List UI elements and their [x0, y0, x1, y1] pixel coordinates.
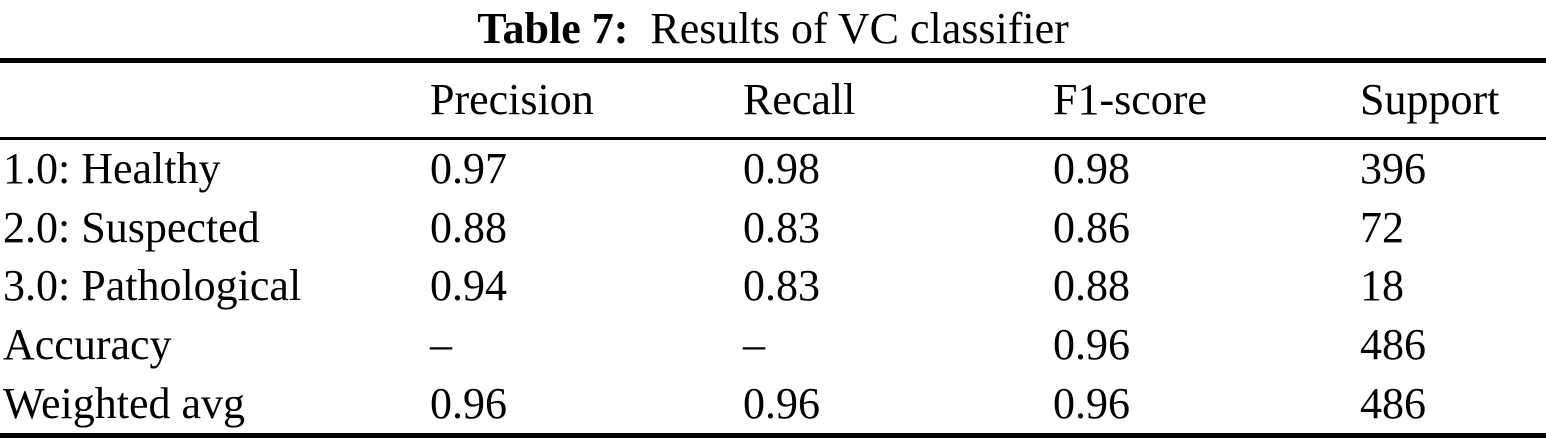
cell-support: 486: [1360, 320, 1426, 370]
row-label: 2.0: Suspected: [3, 202, 260, 252]
cell-support: 486: [1360, 378, 1426, 428]
column-header-precision: Precision: [430, 75, 594, 124]
row-label: Accuracy: [3, 320, 172, 370]
table-body: 1.0: Healthy 0.97 0.98 0.98 396 2.0: Sus…: [0, 140, 1546, 438]
cell-recall: 0.96: [743, 378, 820, 428]
table-row: Weighted avg 0.96 0.96 0.96 486: [0, 374, 1546, 433]
cell-f1-score: 0.86: [1053, 202, 1130, 252]
cell-f1-score: 0.96: [1053, 378, 1130, 428]
column-header-recall: Recall: [743, 75, 856, 124]
cell-support: 18: [1360, 261, 1404, 311]
table-caption-text: Results of VC classifier: [650, 4, 1069, 53]
cell-f1-score: 0.88: [1053, 261, 1130, 311]
row-label: 1.0: Healthy: [3, 144, 221, 194]
table-caption: Table 7: Results of VC classifier: [0, 0, 1546, 58]
cell-recall: 0.83: [743, 202, 820, 252]
row-label: 3.0: Pathological: [3, 261, 302, 311]
table-header-row: Precision Recall F1-score Support: [0, 58, 1546, 140]
table-row: 1.0: Healthy 0.97 0.98 0.98 396: [0, 140, 1546, 199]
cell-precision: –: [430, 320, 452, 370]
cell-recall: 0.83: [743, 261, 820, 311]
cell-precision: 0.97: [430, 144, 507, 194]
cell-support: 72: [1360, 202, 1404, 252]
column-header-support: Support: [1360, 75, 1500, 124]
cell-support: 396: [1360, 144, 1426, 194]
cell-precision: 0.88: [430, 202, 507, 252]
cell-recall: 0.98: [743, 144, 820, 194]
table-row: Accuracy – – 0.96 486: [0, 316, 1546, 375]
header-spacer-cell: [0, 100, 430, 101]
table-row: 2.0: Suspected 0.88 0.83 0.86 72: [0, 199, 1546, 258]
table-caption-number: Table 7:: [477, 4, 629, 53]
cell-recall: –: [743, 320, 765, 370]
cell-f1-score: 0.98: [1053, 144, 1130, 194]
cell-precision: 0.96: [430, 378, 507, 428]
column-header-f1-score: F1-score: [1053, 75, 1207, 124]
table-row: 3.0: Pathological 0.94 0.83 0.88 18: [0, 257, 1546, 316]
row-label: Weighted avg: [3, 378, 246, 428]
cell-f1-score: 0.96: [1053, 320, 1130, 370]
results-table: Precision Recall F1-score Support 1.0: H…: [0, 58, 1546, 438]
cell-precision: 0.94: [430, 261, 507, 311]
